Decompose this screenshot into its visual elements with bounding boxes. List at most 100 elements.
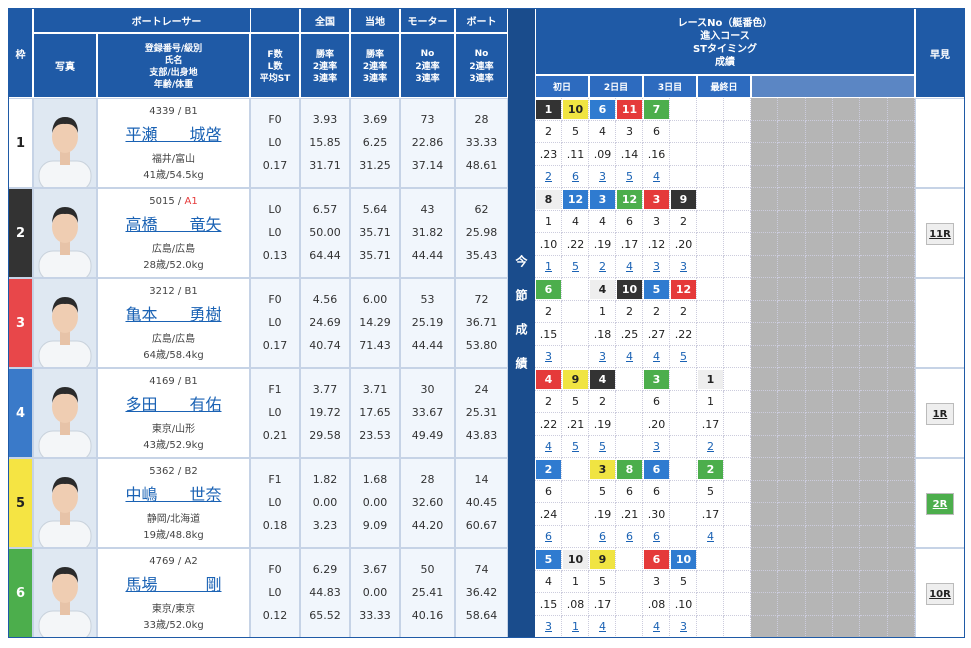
race-slot-bg	[697, 503, 724, 526]
race-result[interactable]: 5	[572, 440, 579, 454]
race-st: .22	[566, 237, 585, 251]
race-slot-bg	[643, 165, 670, 188]
header-racer-field: 登録番号/級別	[144, 44, 203, 54]
race-result[interactable]: 5	[572, 260, 579, 274]
race-slot-bg	[697, 525, 724, 548]
race-result[interactable]: 2	[707, 440, 714, 454]
hayami-button[interactable]: 11R	[926, 223, 954, 245]
race-st: .10	[539, 237, 558, 251]
race-slot-bg	[805, 570, 833, 593]
race-result[interactable]: 3	[653, 260, 660, 274]
race-result[interactable]: 4	[707, 530, 714, 544]
race-result[interactable]: 2	[599, 260, 606, 274]
race-result[interactable]: 1	[545, 260, 552, 274]
header-boat-field: 2連率	[469, 62, 494, 72]
race-course: 6	[626, 215, 633, 229]
race-result[interactable]: 3	[545, 350, 552, 364]
race-result[interactable]: 6	[626, 530, 633, 544]
hayami-button[interactable]: 1R	[926, 403, 954, 425]
motor-value: 30	[420, 382, 435, 396]
race-st: .23	[539, 147, 558, 161]
photo	[33, 548, 97, 638]
local-value: 17.65	[359, 405, 391, 419]
racer-name[interactable]: 多田 有佑	[125, 395, 222, 414]
header-stat-field-cell	[250, 33, 300, 98]
race-result[interactable]: 6	[572, 170, 579, 184]
race-result[interactable]: 5	[680, 350, 687, 364]
race-slot-bg	[670, 300, 697, 323]
header-national-field: 勝率	[315, 50, 334, 60]
race-result[interactable]: 4	[653, 350, 660, 364]
boat-value: 25.31	[465, 405, 498, 419]
race-result[interactable]: 3	[545, 620, 552, 634]
registration: 5362 / B2	[97, 464, 250, 478]
hayami-button[interactable]: 2R	[926, 493, 954, 515]
race-result[interactable]: 3	[599, 350, 606, 364]
branch: 福井/富山	[151, 153, 196, 165]
race-slot-bg	[832, 503, 861, 526]
race-slot-bg	[860, 98, 888, 121]
race-result[interactable]: 1	[572, 620, 579, 634]
race-slot-bg	[832, 233, 861, 256]
racer-name[interactable]: 亀本 勇樹	[125, 305, 222, 324]
race-slot-bg	[724, 503, 751, 526]
waku: 5	[8, 458, 33, 548]
racer-name[interactable]: 平瀬 城啓	[125, 125, 222, 144]
motor-value: 28	[420, 472, 435, 486]
national-cell	[300, 98, 350, 188]
race-result[interactable]: 4	[626, 260, 633, 274]
stats-value: L0	[268, 585, 282, 599]
motor-value: 44.44	[411, 248, 444, 262]
race-result[interactable]: 6	[653, 530, 660, 544]
race-course: 6	[653, 125, 660, 139]
race-slot-bg	[535, 255, 562, 278]
race-result[interactable]: 4	[545, 440, 552, 454]
race-slot-bg	[535, 503, 562, 526]
racer-name[interactable]: 馬場 剛	[125, 575, 222, 594]
race-result[interactable]: 5	[626, 170, 633, 184]
race-slot-bg	[887, 255, 915, 278]
race-slot-bg	[535, 390, 562, 413]
race-course: 3	[626, 125, 633, 139]
branch: 東京/山形	[151, 423, 196, 435]
race-slot-bg	[562, 503, 589, 526]
race-slot-bg	[887, 233, 915, 256]
race-slot-bg	[562, 120, 589, 143]
header-stat-field: L数	[267, 62, 283, 72]
race-st: .09	[593, 147, 612, 161]
race-slot-bg	[724, 413, 751, 436]
race-slot-bg	[805, 593, 833, 616]
race-result[interactable]: 3	[653, 440, 660, 454]
race-result[interactable]: 5	[599, 440, 606, 454]
stats-value: L0	[268, 135, 282, 149]
race-slot-bg	[778, 323, 806, 346]
race-slot-bg	[562, 165, 589, 188]
race-result[interactable]: 3	[599, 170, 606, 184]
race-result[interactable]: 4	[653, 170, 660, 184]
race-slot-bg	[724, 548, 751, 571]
race-no: 9	[590, 550, 615, 569]
race-slot-bg	[805, 435, 833, 458]
race-result[interactable]: 6	[599, 530, 606, 544]
race-slot-bg	[697, 435, 724, 458]
race-result[interactable]: 4	[599, 620, 606, 634]
racer-name[interactable]: 高橋 竜矢	[125, 215, 222, 234]
photo	[33, 98, 97, 188]
branch: 静岡/北海道	[146, 513, 201, 525]
race-slot-bg	[589, 210, 616, 233]
race-result[interactable]: 3	[680, 260, 687, 274]
race-result[interactable]: 4	[626, 350, 633, 364]
local-cell	[350, 98, 400, 188]
race-slot-bg	[616, 593, 643, 616]
hayami-button[interactable]: 10R	[926, 583, 954, 605]
national-value: 6.29	[312, 562, 338, 576]
race-slot-bg	[887, 525, 915, 548]
race-slot-bg	[805, 210, 833, 233]
race-slot-bg	[643, 323, 670, 346]
race-result[interactable]: 6	[545, 530, 552, 544]
race-result[interactable]: 4	[653, 620, 660, 634]
race-result[interactable]: 3	[680, 620, 687, 634]
race-result[interactable]: 2	[545, 170, 552, 184]
race-slot-bg	[562, 210, 589, 233]
racer-name[interactable]: 中嶋 世奈	[125, 485, 222, 504]
